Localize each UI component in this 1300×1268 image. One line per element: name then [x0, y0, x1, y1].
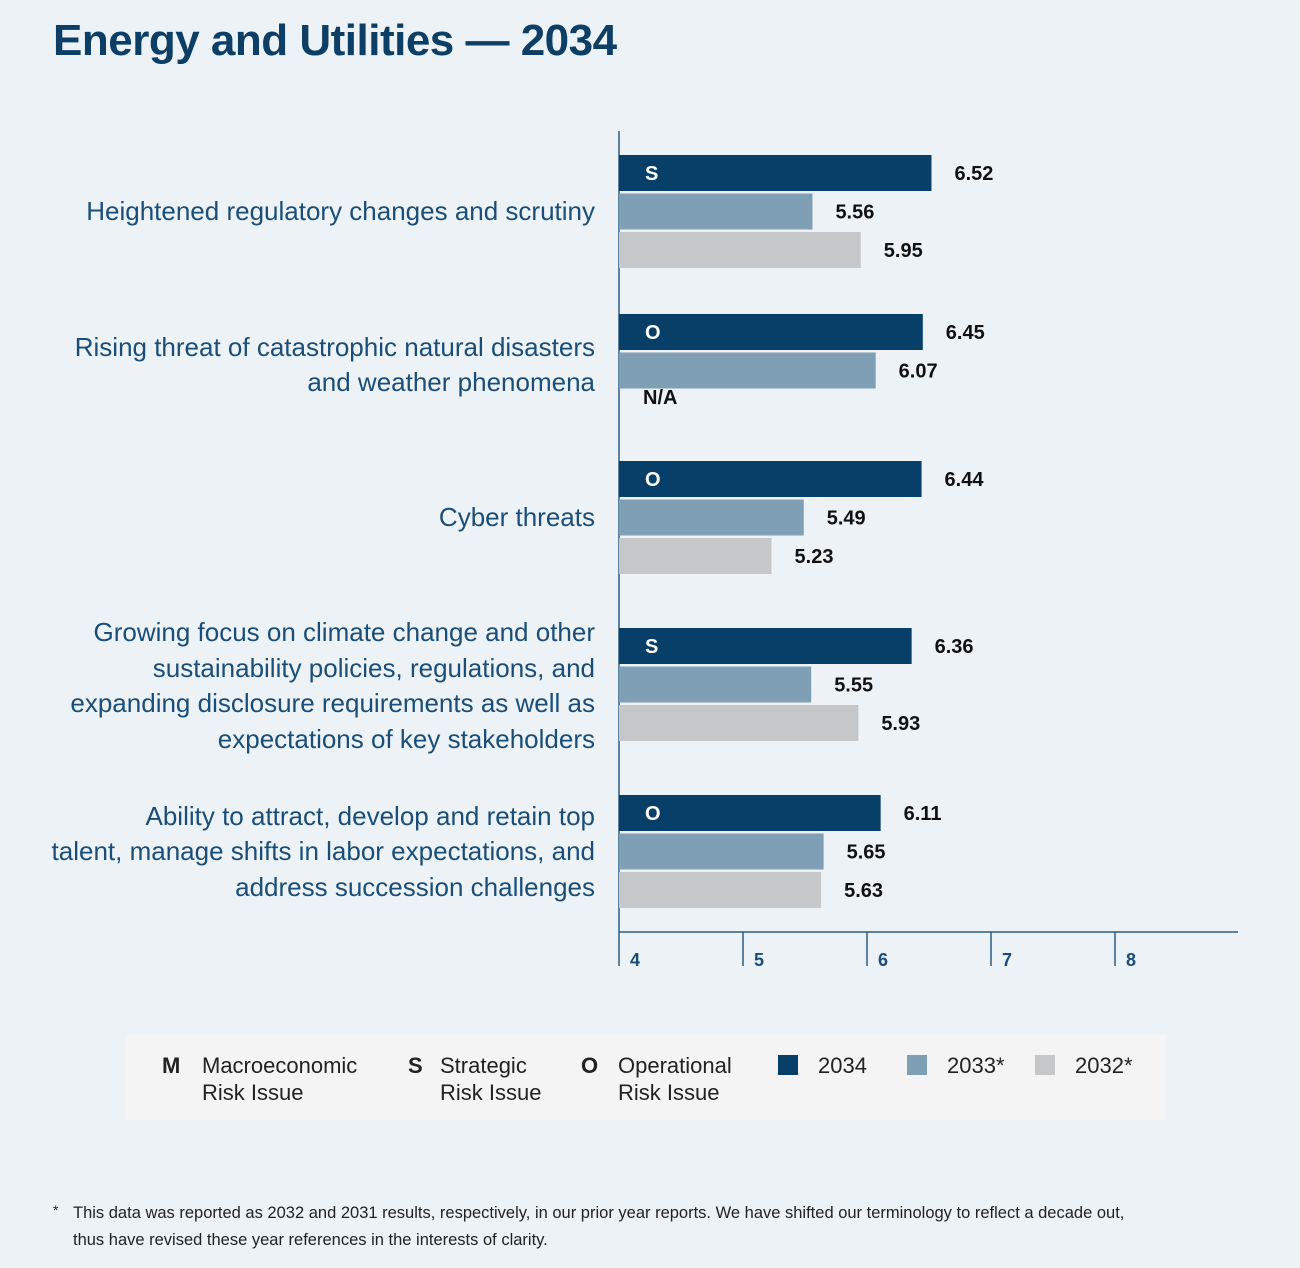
bar-2033-cat5 — [619, 833, 824, 870]
bar-2034-cat5 — [619, 795, 881, 831]
category-label-line: Ability to attract, develop and retain t… — [145, 800, 596, 831]
value-label-2034-cat3: 6.44 — [945, 469, 985, 491]
footnote-text-line1: This data was reported as 2032 and 2031 … — [73, 1204, 1125, 1222]
x-tick-label-4: 4 — [630, 950, 640, 970]
category-label-line: expectations of key stakeholders — [217, 723, 595, 754]
value-label-2033-cat4: 5.55 — [834, 675, 873, 697]
bar-2032-cat4 — [619, 705, 859, 741]
bar-2033-cat1 — [619, 193, 813, 230]
value-label-2033-cat3: 5.49 — [827, 508, 866, 530]
legend-label: 2032* — [1075, 1053, 1133, 1078]
legend-label: Operational — [618, 1053, 732, 1078]
bar-2032-cat1 — [619, 232, 861, 268]
bar-chart: 4 5 6 7 8 6.52 5.56 5.95 S 6.45 6.07 N/A O 6.44 5.49 5.… — [618, 131, 1238, 970]
legend-code: S — [408, 1053, 423, 1078]
category-label-line: and weather phenomena — [307, 367, 595, 397]
value-label-2032-cat4: 5.93 — [881, 713, 920, 735]
bar-2032-cat3 — [619, 538, 772, 574]
value-label-2034-cat1: 6.52 — [954, 163, 993, 185]
legend: M Macroeconomic Risk Issue S Strategic Ris… — [126, 1035, 1166, 1120]
footnote-marker: * — [53, 1202, 59, 1218]
legend-code: M — [162, 1053, 181, 1078]
legend-label: 2033* — [947, 1053, 1005, 1078]
risk-code-cat4: S — [645, 636, 658, 658]
bar-2033-cat3 — [619, 499, 804, 536]
legend-swatch-2034 — [778, 1055, 798, 1075]
category-label-line: expanding disclosure requirements as wel… — [70, 688, 595, 718]
category-label-4: Growing focus on climate change and othe… — [35, 615, 595, 757]
category-label-line: talent, manage shifts in labor expectati… — [51, 836, 595, 867]
value-label-2032-cat1: 5.95 — [884, 240, 923, 262]
legend-swatch-2033 — [907, 1055, 927, 1075]
category-label-1: Heightened regulatory changes and scruti… — [35, 194, 595, 230]
category-label-line: sustainability policies, regulations, an… — [152, 652, 595, 683]
value-label-2032-cat3: 5.23 — [795, 546, 834, 568]
value-label-2034-cat4: 6.36 — [935, 636, 974, 658]
category-label-line: Growing focus on climate change and othe… — [93, 617, 595, 647]
risk-code-cat5: O — [645, 803, 661, 825]
value-label-2032-cat5: 5.63 — [844, 880, 883, 902]
value-label-2032-cat2: N/A — [643, 387, 677, 409]
risk-code-cat1: S — [645, 163, 658, 185]
legend-label: Risk Issue — [618, 1080, 720, 1105]
legend-label: 2034 — [818, 1053, 867, 1078]
legend-label: Risk Issue — [202, 1080, 304, 1105]
category-label-3: Cyber threats — [35, 500, 595, 536]
bar-2034-cat1 — [619, 155, 932, 191]
risk-code-cat2: O — [645, 322, 661, 344]
chart-title: Energy and Utilities — 2034 — [53, 16, 617, 65]
bar-2032-cat5 — [619, 872, 822, 908]
category-label-2: Rising threat of catastrophic natural di… — [35, 330, 595, 401]
category-label-line: Heightened regulatory changes and scruti… — [86, 196, 595, 227]
value-label-2033-cat2: 6.07 — [899, 361, 938, 383]
x-tick-label-6: 6 — [878, 950, 888, 970]
x-tick-label-8: 8 — [1126, 950, 1136, 970]
category-label-line: address succession challenges — [235, 871, 595, 902]
bar-2034-cat3 — [619, 461, 922, 497]
value-label-2034-cat2: 6.45 — [946, 322, 985, 344]
footnote: * This data was reported as 2032 and 203… — [53, 1200, 1213, 1254]
footnote-text-line2: thus have revised these year references … — [73, 1231, 548, 1249]
bar-2033-cat2 — [619, 352, 876, 389]
legend-swatch-2032 — [1035, 1055, 1055, 1075]
x-tick-label-5: 5 — [754, 950, 764, 970]
value-label-2033-cat5: 5.65 — [847, 842, 886, 864]
risk-code-cat3: O — [645, 469, 661, 491]
value-label-2034-cat5: 6.11 — [904, 803, 942, 825]
x-tick-label-7: 7 — [1002, 950, 1012, 970]
category-label-5: Ability to attract, develop and retain t… — [35, 799, 595, 906]
legend-label: Strategic — [440, 1053, 527, 1078]
legend-label: Macroeconomic — [202, 1053, 358, 1078]
legend-label: Risk Issue — [440, 1080, 542, 1105]
category-label-line: Cyber threats — [438, 502, 595, 533]
bar-2034-cat2 — [619, 314, 923, 350]
bar-2034-cat4 — [619, 628, 912, 664]
value-label-2033-cat1: 5.56 — [835, 202, 874, 224]
category-label-line: Rising threat of catastrophic natural di… — [74, 331, 595, 362]
bar-2033-cat4 — [619, 666, 812, 703]
legend-code: O — [581, 1053, 599, 1078]
